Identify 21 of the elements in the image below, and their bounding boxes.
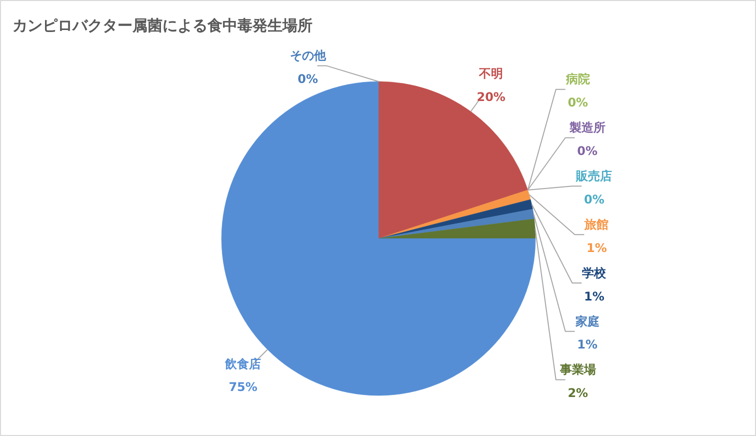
slice-label: 旅館: [584, 217, 609, 232]
slice-label: 家庭: [574, 314, 600, 328]
category-label: 病院: [566, 72, 590, 86]
slice-label: 不明: [478, 66, 504, 80]
chart-title: カンピロバクター属菌による食中毒発生場所: [12, 16, 312, 34]
slice-label: 学校: [582, 266, 608, 280]
category-label: その他: [290, 48, 326, 63]
slice-label: 飲食店: [224, 356, 262, 371]
category-label: 製造所: [569, 120, 606, 135]
data-label: 1%: [577, 338, 598, 352]
data-label: 20%: [476, 90, 506, 104]
category-label: 販売店: [576, 169, 612, 184]
text: 0%: [298, 72, 318, 86]
text: 0%: [568, 96, 588, 110]
text: 0%: [584, 192, 604, 206]
data-label: 75%: [228, 380, 258, 394]
slice-label: 事業場: [558, 362, 596, 377]
data-label: 1%: [584, 289, 604, 304]
text: 0%: [577, 144, 598, 158]
data-label: 1%: [586, 240, 607, 255]
data-label: 2%: [568, 386, 588, 400]
